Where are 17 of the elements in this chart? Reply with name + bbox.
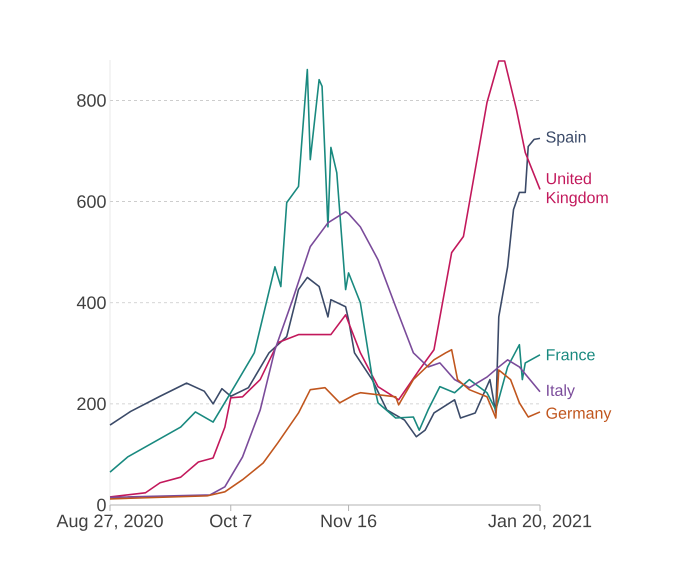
x-tick-label: Nov 16 (322, 514, 376, 528)
x-tick-label: Jan 20, 2021 (488, 514, 592, 530)
y-tick-label: 800 (77, 94, 106, 107)
line-series (109, 138, 541, 438)
x-tick-label: Aug 27, 2020 (56, 514, 163, 531)
series-label: France (546, 349, 595, 360)
y-tick-label: 200 (77, 397, 106, 410)
series-label: Spain (546, 130, 586, 146)
line-series (109, 348, 541, 500)
series-label: United Kingdom (546, 172, 608, 206)
y-tick-label: 600 (77, 195, 106, 208)
x-tick-label: Oct 7 (210, 514, 252, 528)
line-series (109, 210, 541, 498)
y-tick-label: 0 (97, 498, 106, 512)
y-tick-label: 400 (76, 296, 106, 310)
series-label: Italy (547, 384, 575, 400)
series-label: Germany (546, 407, 612, 422)
